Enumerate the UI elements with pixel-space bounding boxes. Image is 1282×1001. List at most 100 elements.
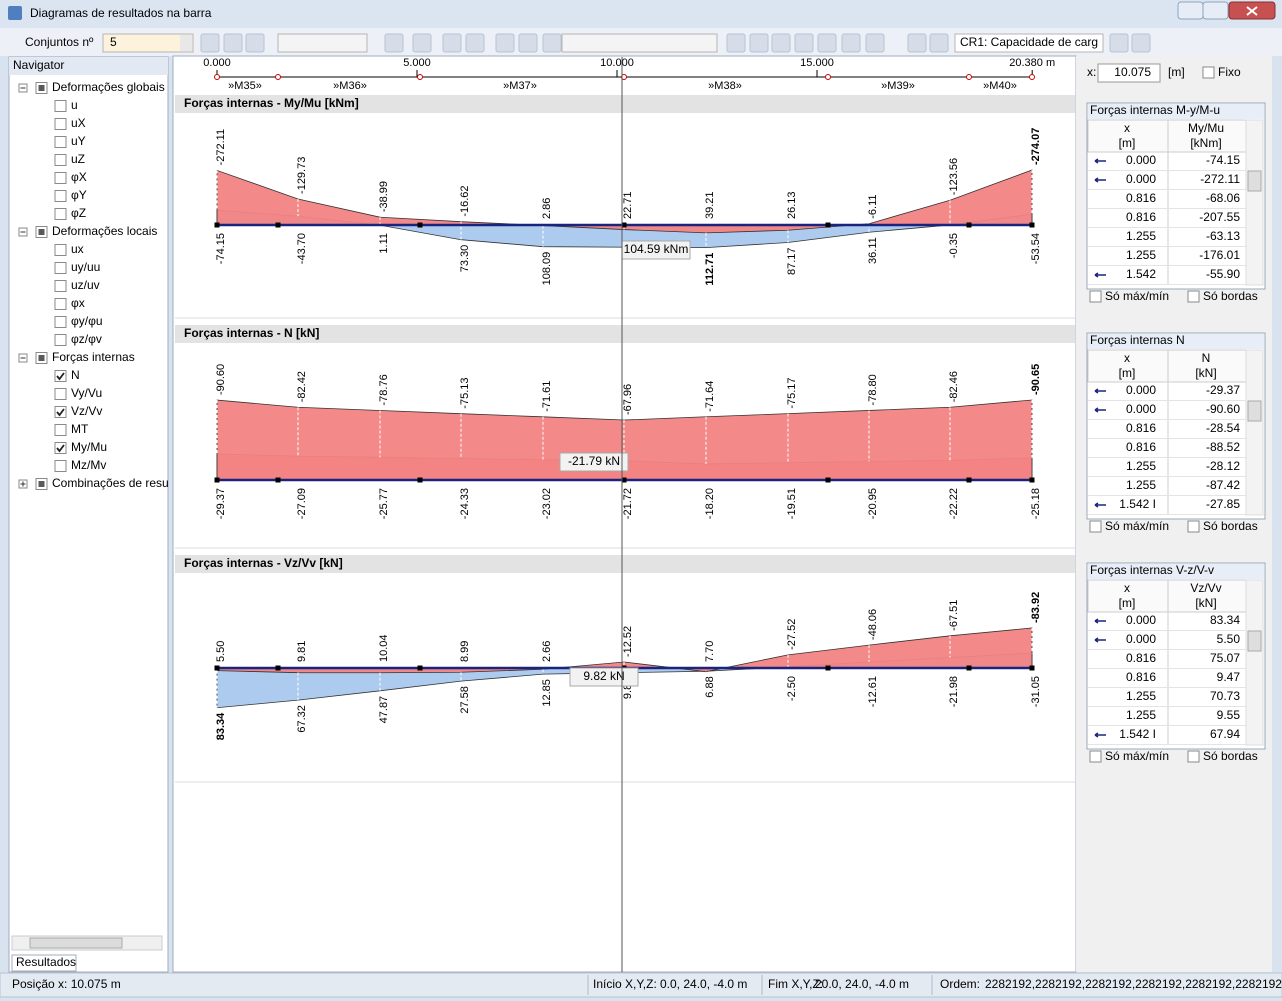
toolbar-button[interactable] xyxy=(929,33,949,53)
item-label[interactable]: φz/φv xyxy=(71,332,102,346)
group-label[interactable]: Deformações locais xyxy=(52,224,157,238)
toolbar-button[interactable] xyxy=(223,33,243,53)
item-checkbox[interactable] xyxy=(54,100,67,112)
toolbar-dropdown[interactable] xyxy=(277,33,368,53)
toolbar-button[interactable] xyxy=(726,33,746,53)
row-x: 0.816 xyxy=(1126,440,1156,454)
scroll-thumb[interactable] xyxy=(29,937,123,949)
option-checkbox[interactable] xyxy=(1187,750,1200,763)
x-value[interactable]: 10.075 xyxy=(1114,65,1151,79)
toolbar-button[interactable] xyxy=(442,33,462,53)
scroll-thumb[interactable] xyxy=(1247,630,1262,652)
item-checkbox[interactable] xyxy=(54,424,67,436)
item-checkbox[interactable] xyxy=(54,280,67,292)
toolbar-button[interactable] xyxy=(245,33,265,53)
group-label[interactable]: Combinações de resu xyxy=(52,476,169,490)
toolbar-button[interactable] xyxy=(1131,33,1151,53)
load-case-select[interactable] xyxy=(954,33,1104,53)
item-checkbox[interactable] xyxy=(54,118,67,130)
group-label[interactable]: Forças internas xyxy=(52,350,135,364)
item-label[interactable]: Vz/Vv xyxy=(71,404,102,418)
item-checkbox[interactable] xyxy=(54,172,67,184)
item-label[interactable]: uZ xyxy=(71,152,85,166)
bottom-value-label: -24.33 xyxy=(459,488,471,519)
toolbar-button[interactable] xyxy=(794,33,814,53)
item-label[interactable]: N xyxy=(71,368,80,382)
option-label[interactable]: Só máx/mín xyxy=(1105,519,1169,533)
option-checkbox[interactable] xyxy=(1089,520,1102,533)
item-label[interactable]: MT xyxy=(71,422,89,436)
row-value: 75.07 xyxy=(1210,651,1240,665)
item-checkbox[interactable] xyxy=(54,136,67,148)
item-checkbox[interactable] xyxy=(54,316,67,328)
item-label[interactable]: uY xyxy=(71,134,86,148)
scroll-thumb[interactable] xyxy=(1247,170,1262,192)
item-label[interactable]: Vy/Vu xyxy=(71,386,102,400)
node xyxy=(825,477,831,483)
toolbar-button[interactable] xyxy=(771,33,791,53)
toolbar-button[interactable] xyxy=(907,33,927,53)
item-label[interactable]: ux xyxy=(71,242,84,256)
scroll-thumb[interactable] xyxy=(1247,400,1262,422)
item-checkbox[interactable] xyxy=(54,244,67,256)
item-label[interactable]: φx xyxy=(71,296,85,310)
option-label[interactable]: Só bordas xyxy=(1203,289,1258,303)
partial-mark xyxy=(38,355,45,361)
toolbar-button[interactable] xyxy=(518,33,538,53)
status-bar xyxy=(0,972,1282,998)
option-label[interactable]: Só bordas xyxy=(1203,519,1258,533)
x-input[interactable] xyxy=(1097,63,1161,83)
toolbar-dropdown[interactable] xyxy=(561,33,718,53)
toolbar-button[interactable] xyxy=(542,33,562,53)
item-label[interactable]: My/Mu xyxy=(71,440,107,454)
item-checkbox[interactable] xyxy=(54,190,67,202)
option-label[interactable]: Só máx/mín xyxy=(1105,749,1169,763)
toolbar-button[interactable] xyxy=(384,33,404,53)
maximize-button[interactable] xyxy=(1202,1,1229,20)
item-checkbox[interactable] xyxy=(54,208,67,220)
item-label[interactable]: φX xyxy=(71,170,87,184)
group-label[interactable]: Deformações globais xyxy=(52,80,165,94)
toolbar-button[interactable] xyxy=(841,33,861,53)
toolbar-button[interactable] xyxy=(1109,33,1129,53)
ruler-label: 20.380 m xyxy=(1009,57,1055,69)
tab[interactable] xyxy=(11,954,77,972)
fixed-checkbox[interactable] xyxy=(1202,66,1215,79)
toolbar-button[interactable] xyxy=(465,33,485,53)
toolbar-button[interactable] xyxy=(200,33,220,53)
item-label[interactable]: φY xyxy=(71,188,87,202)
tooltip: 104.59 kNm xyxy=(624,242,689,256)
item-checkbox[interactable] xyxy=(54,406,67,418)
item-checkbox[interactable] xyxy=(54,370,67,382)
item-label[interactable]: φZ xyxy=(71,206,86,220)
item-label[interactable]: uz/uv xyxy=(71,278,100,292)
option-checkbox[interactable] xyxy=(1187,520,1200,533)
item-label[interactable]: uy/uu xyxy=(71,260,100,274)
toolbar-button[interactable] xyxy=(412,33,432,53)
toolbar-button[interactable] xyxy=(865,33,885,53)
option-checkbox[interactable] xyxy=(1089,290,1102,303)
toolbar-button[interactable] xyxy=(817,33,837,53)
item-checkbox[interactable] xyxy=(54,334,67,346)
option-label[interactable]: Só máx/mín xyxy=(1105,289,1169,303)
item-label[interactable]: φy/φu xyxy=(71,314,103,328)
item-label[interactable]: u xyxy=(71,98,78,112)
toolbar-button[interactable] xyxy=(749,33,769,53)
option-checkbox[interactable] xyxy=(1089,750,1102,763)
option-label[interactable]: Só bordas xyxy=(1203,749,1258,763)
status-order-label: Ordem: xyxy=(940,977,980,991)
node xyxy=(966,477,972,483)
item-label[interactable]: uX xyxy=(71,116,86,130)
item-checkbox[interactable] xyxy=(54,388,67,400)
option-checkbox[interactable] xyxy=(1187,290,1200,303)
item-checkbox[interactable] xyxy=(54,154,67,166)
minimize-button[interactable] xyxy=(1177,1,1204,20)
item-checkbox[interactable] xyxy=(54,460,67,472)
tab-label[interactable]: Resultados xyxy=(16,955,76,969)
item-checkbox[interactable] xyxy=(54,442,67,454)
sets-select[interactable] xyxy=(102,33,194,53)
item-checkbox[interactable] xyxy=(54,298,67,310)
item-label[interactable]: Mz/Mv xyxy=(71,458,106,472)
toolbar-button[interactable] xyxy=(495,33,515,53)
item-checkbox[interactable] xyxy=(54,262,67,274)
